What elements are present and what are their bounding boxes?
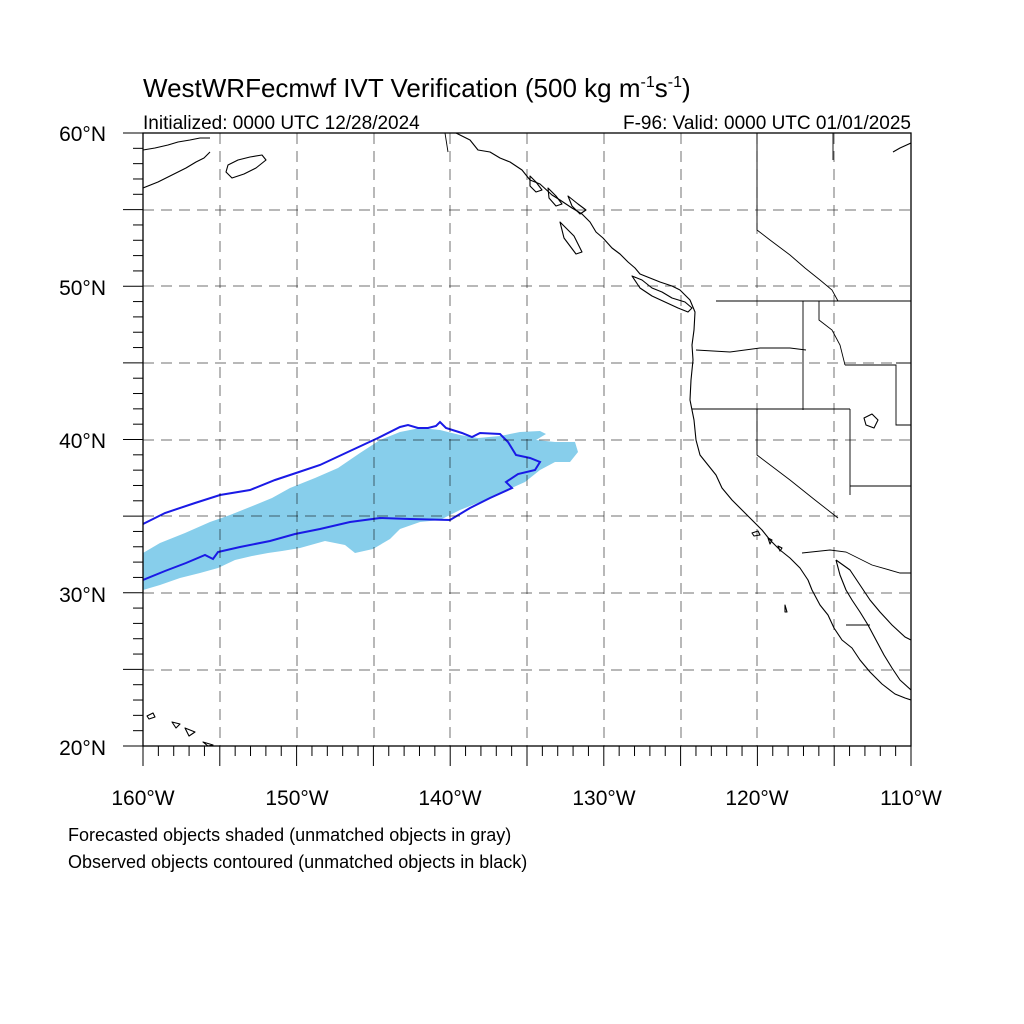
- valid-time-label: F-96: Valid: 0000 UTC 01/01/2025: [623, 113, 911, 134]
- forecast-caption: Forecasted objects shaded (unmatched obj…: [68, 825, 512, 845]
- observed-caption: Observed objects contoured (unmatched ob…: [68, 852, 528, 872]
- initialized-label: Initialized: 0000 UTC 12/28/2024: [143, 113, 420, 134]
- axis-ticks: [123, 132, 912, 766]
- lon-label-160w: 160°W: [111, 787, 174, 810]
- coastlines: [143, 133, 911, 746]
- lon-label-150w: 150°W: [265, 787, 328, 810]
- lon-label-140w: 140°W: [418, 787, 481, 810]
- lat-label-20n: 20°N: [59, 737, 106, 760]
- lon-label-120w: 120°W: [725, 787, 788, 810]
- lon-label-130w: 130°W: [572, 787, 635, 810]
- lat-label-60n: 60°N: [59, 123, 106, 146]
- observed-ivt-contour: [143, 420, 542, 581]
- political-borders: [444, 133, 911, 626]
- map-title: WestWRFecmwf IVT Verification (500 kg m-…: [143, 73, 691, 103]
- lon-label-110w: 110°W: [880, 787, 942, 810]
- forecast-ivt-object: [143, 428, 578, 590]
- lat-lon-grid: [143, 133, 911, 746]
- longitude-labels: 160°W 150°W 140°W 130°W 120°W 110°W: [111, 787, 942, 810]
- latitude-labels: 60°N 50°N 40°N 30°N 20°N: [59, 123, 106, 760]
- lat-label-40n: 40°N: [59, 430, 106, 453]
- lat-label-30n: 30°N: [59, 584, 106, 607]
- lat-label-50n: 50°N: [59, 277, 106, 300]
